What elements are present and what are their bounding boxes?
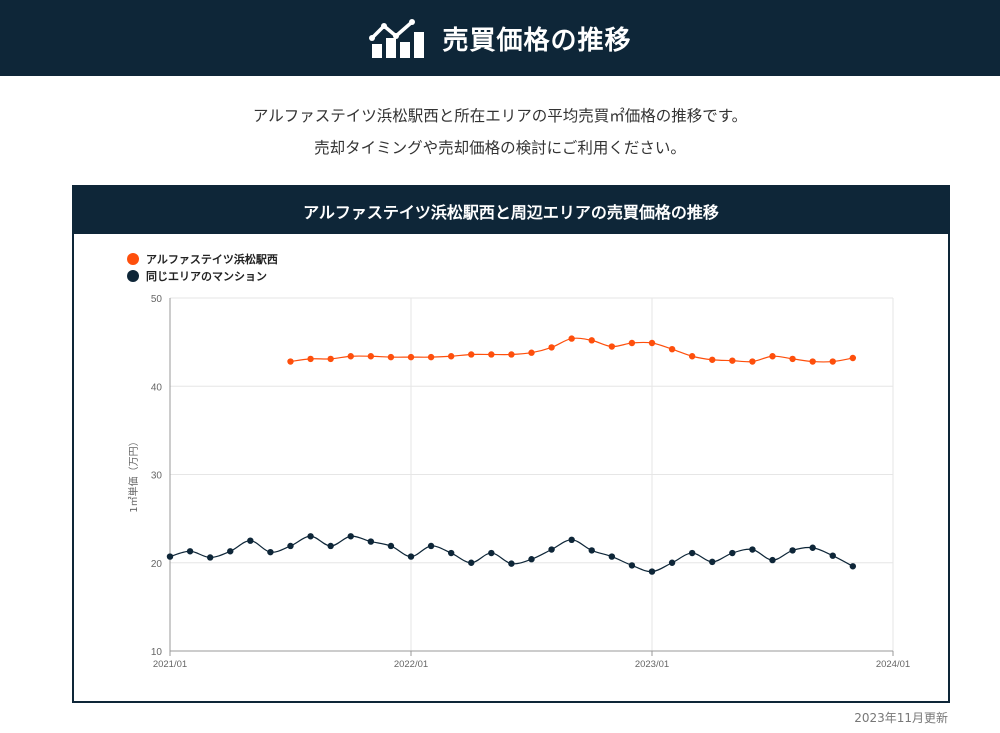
y-tick-label: 50 [151,294,163,305]
data-point-series-1 [548,344,555,351]
data-point-series-2 [287,542,294,550]
data-point-series-2 [247,537,254,544]
data-point-series-2 [307,533,314,540]
data-point-series-2 [427,542,435,550]
data-point-series-2 [648,568,656,575]
data-point-series-1 [769,353,776,360]
data-point-series-1 [327,355,334,363]
chart-card: アルファステイツ浜松駅西と周辺エリアの売買価格の推移 10 20 30 40 50 202… [72,185,950,703]
header-inner: 売買価格の推移 [368,18,631,58]
data-point-series-1 [829,358,836,365]
data-point-series-1 [468,351,475,358]
updated-date: 2023年11月更新 [854,711,948,725]
data-point-series-1 [628,339,636,347]
data-point-series-1 [648,339,656,347]
page-title: 売買価格の推移 [442,25,632,56]
data-point-series-1 [749,358,756,365]
data-point-series-2 [327,542,334,550]
page-header: 売買価格の推移 [0,0,1000,76]
data-point-series-1 [287,358,294,365]
data-point-series-1 [568,335,575,342]
rising-chart-icon [369,19,425,58]
data-point-series-1 [849,354,857,362]
data-point-series-2 [548,546,555,553]
data-point-series-2 [688,549,696,557]
x-tick-label: 2024/01 [876,659,910,670]
data-point-series-2 [829,552,836,559]
data-point-series-1 [447,353,455,360]
intro-line-2: 売却タイミングや売却価格の検討にご利用ください。 [314,139,686,157]
data-point-series-2 [608,553,616,560]
data-point-series-1 [809,358,816,365]
price-trend-chart: 10 20 30 40 50 2021/01 2022/01 2023/01 2024/01 1㎡… [127,252,910,670]
data-point-series-2 [407,553,415,560]
x-tick-label: 2021/01 [153,659,187,670]
y-axis-label: 1㎡単価（万円） [127,436,140,512]
y-tick-label: 10 [151,647,163,658]
data-point-series-2 [227,548,234,555]
intro-line-1: アルファステイツ浜松駅西と所在エリアの平均売買㎡価格の推移です。 [252,107,748,125]
x-tick-label: 2022/01 [394,659,428,670]
data-point-series-1 [427,353,435,361]
data-point-series-2 [367,538,375,545]
data-point-series-1 [508,351,515,358]
x-tick-label: 2023/01 [635,659,669,670]
data-point-series-1 [387,353,395,361]
data-point-series-2 [729,549,736,557]
legend-label-2: 同じエリアのマンション [146,270,267,283]
data-point-series-2 [267,548,274,556]
data-point-series-1 [367,353,375,360]
y-tick-label: 20 [151,559,163,570]
legend-marker-1 [127,253,139,265]
data-point-series-2 [468,559,475,566]
data-point-series-1 [688,353,696,360]
data-point-series-2 [568,536,575,544]
data-point-series-2 [347,533,354,540]
data-point-series-2 [447,549,455,557]
data-point-series-1 [347,353,354,360]
data-point-series-1 [488,351,495,358]
data-point-series-1 [789,355,796,363]
data-point-series-2 [709,558,716,566]
legend-marker-2 [127,270,139,282]
data-point-series-2 [206,554,214,561]
data-point-series-1 [709,356,716,363]
data-point-series-1 [407,353,415,361]
data-point-series-2 [488,549,495,557]
y-tick-label: 40 [151,382,163,393]
data-point-series-2 [628,562,636,569]
data-point-series-2 [166,553,174,560]
data-point-series-1 [307,355,314,363]
data-point-series-2 [849,563,857,570]
data-point-series-2 [769,556,776,564]
y-tick-label: 30 [151,471,163,482]
data-point-series-2 [809,544,816,551]
data-point-series-1 [668,345,676,353]
data-point-series-2 [789,547,796,554]
data-point-series-1 [528,349,535,356]
data-point-series-2 [387,542,395,550]
data-point-series-1 [729,357,736,364]
intro-text: アルファステイツ浜松駅西と所在エリアの平均売買㎡価格の推移です。 売却タイミング… [0,100,1000,164]
data-point-series-2 [749,546,756,553]
legend-label-1: アルファステイツ浜松駅西 [146,252,278,266]
data-point-series-2 [508,560,515,567]
data-point-series-2 [588,547,595,554]
chart-card-title: アルファステイツ浜松駅西と周辺エリアの売買価格の推移 [74,187,948,234]
data-point-series-2 [528,556,535,563]
data-point-series-1 [608,343,616,350]
data-point-series-2 [668,559,676,566]
data-point-series-2 [186,548,194,555]
data-point-series-1 [588,337,595,344]
